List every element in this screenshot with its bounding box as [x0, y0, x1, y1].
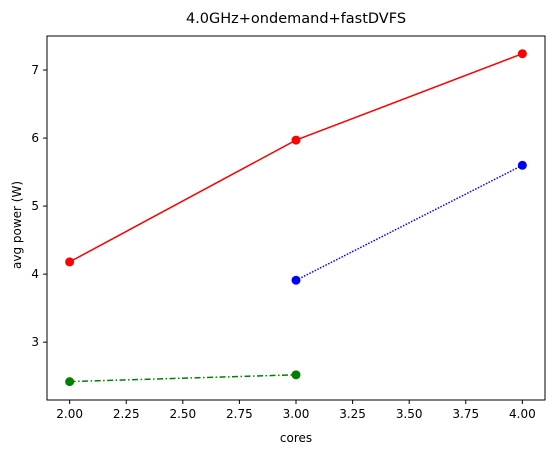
plot-area — [65, 49, 527, 387]
y-tick-label: 7 — [31, 63, 39, 77]
x-tick-label: 3.00 — [283, 407, 310, 421]
series-1-point — [291, 135, 301, 145]
x-tick-label: 3.75 — [452, 407, 479, 421]
y-tick-label: 6 — [31, 131, 39, 145]
y-tick-label: 3 — [31, 335, 39, 349]
x-tick-label: 2.75 — [226, 407, 253, 421]
x-tick-label: 4.00 — [509, 407, 536, 421]
x-tick-label: 3.25 — [339, 407, 366, 421]
x-tick-label: 3.50 — [396, 407, 423, 421]
x-axis-label: cores — [280, 431, 312, 445]
y-tick-label: 4 — [31, 267, 39, 281]
x-tick-label: 2.50 — [169, 407, 196, 421]
y-axis-label: avg power (W) — [10, 181, 24, 269]
series-1-point — [65, 257, 75, 267]
axes: 2.00 2.25 2.50 2.75 3.00 3.25 3.50 3.75 4.00 3 4 5 6… — [31, 35, 546, 421]
series-3-point — [291, 370, 301, 380]
series-2-line — [295, 164, 523, 281]
series-3-line — [69, 374, 297, 383]
x-tick-label: 2.00 — [56, 407, 83, 421]
chart-title: 4.0GHz+ondemand+fastDVFS — [186, 11, 406, 27]
series-2-point — [517, 160, 527, 170]
x-tick-label: 2.25 — [113, 407, 140, 421]
series-3-point — [65, 377, 75, 387]
series-2-point — [291, 275, 301, 285]
series-1-point — [517, 49, 527, 59]
y-tick-label: 5 — [31, 199, 39, 213]
